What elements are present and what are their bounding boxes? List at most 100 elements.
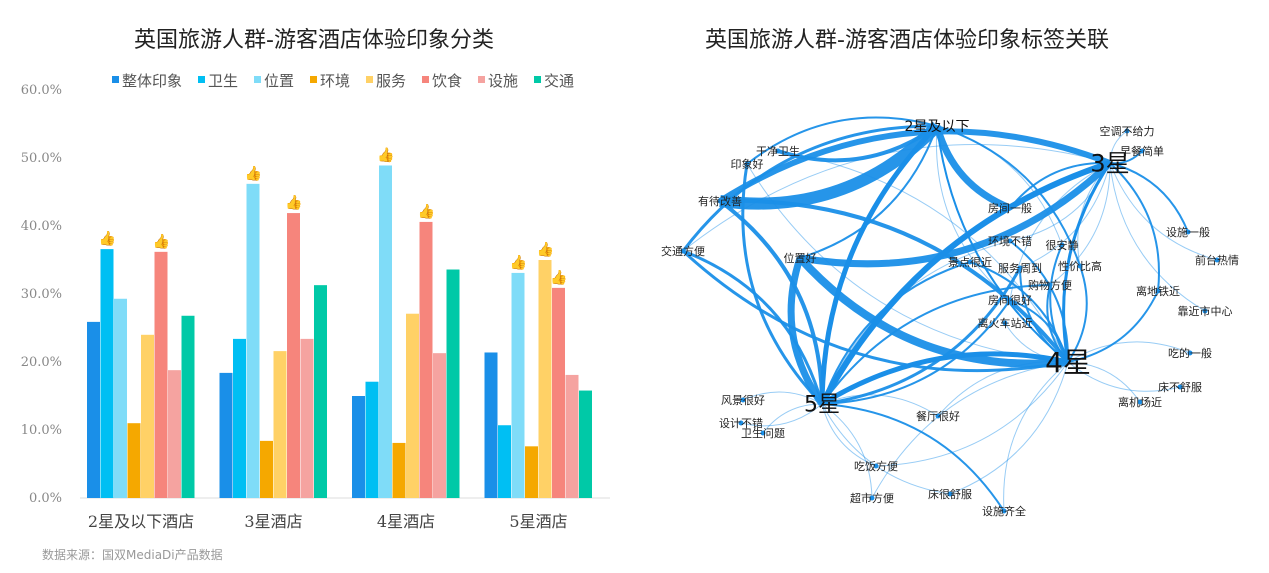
- legend-label: 饮食: [432, 72, 462, 90]
- network-node: [744, 161, 750, 167]
- legend-label: 卫生: [208, 72, 238, 90]
- bar-服务: [406, 313, 419, 498]
- thumbs-up-icon: 👍: [510, 254, 527, 271]
- bar-交通: [181, 315, 195, 498]
- network-node: [1007, 238, 1013, 244]
- bar-卫生: [100, 249, 114, 498]
- network-hub-label: 4星: [1045, 346, 1091, 379]
- network-node-label: 卫生问题: [741, 426, 785, 440]
- network-edge: [937, 361, 1069, 417]
- bar-整体印象: [484, 352, 498, 498]
- network-node: [740, 397, 746, 403]
- network-node-label: 风景很好: [721, 393, 765, 407]
- network-edge: [821, 394, 939, 417]
- legend-label: 交通: [544, 72, 574, 90]
- network-node: [1007, 205, 1013, 211]
- network-node: [1137, 399, 1143, 405]
- network-node: [797, 255, 803, 261]
- x-tick-label: 3星酒店: [244, 512, 302, 531]
- network-node: [1177, 384, 1183, 390]
- bar-位置: [379, 165, 392, 499]
- network-node: [1124, 128, 1130, 134]
- bar-设施: [433, 353, 446, 498]
- bar-环境: [127, 423, 141, 498]
- y-tick-label: 30.0%: [21, 287, 62, 302]
- network-node-label: 位置好: [784, 251, 817, 265]
- network-node-label: 很安静: [1046, 238, 1079, 252]
- network-node-label: 房间很好: [988, 293, 1032, 307]
- network-title: 英国旅游人群-游客酒店体验印象标签关联: [705, 28, 1109, 53]
- network-node-label: 离地铁近: [1136, 284, 1180, 298]
- network-node-label: 景点很近: [948, 255, 992, 269]
- legend-label: 整体印象: [122, 72, 182, 90]
- network-edge: [762, 403, 823, 434]
- network-edge: [682, 249, 824, 405]
- network-hub-label: 5星: [804, 393, 840, 418]
- network-node: [873, 463, 879, 469]
- bar-整体印象: [219, 372, 233, 498]
- network-node: [738, 420, 744, 426]
- y-tick-label: 20.0%: [21, 355, 62, 370]
- thumbs-up-icon: 👍: [418, 203, 435, 220]
- network-edge: [681, 249, 1069, 373]
- network-node-label: 干净卫生: [756, 144, 800, 158]
- network-node: [1059, 242, 1065, 248]
- network-edge: [935, 125, 1011, 301]
- network-edge: [871, 361, 1069, 499]
- y-tick-label: 50.0%: [21, 151, 62, 166]
- y-tick-label: 40.0%: [21, 219, 62, 234]
- network-node: [1155, 288, 1161, 294]
- bar-整体印象: [352, 396, 365, 498]
- thumbs-up-icon: 👍: [377, 146, 394, 163]
- network-edge: [936, 125, 1081, 267]
- network-edge: [746, 116, 938, 165]
- network-edge: [1077, 162, 1111, 267]
- network-node: [1047, 282, 1053, 288]
- network-node: [775, 148, 781, 154]
- network-edge: [821, 299, 1011, 405]
- thumbs-up-icon: 👍: [99, 230, 116, 247]
- network-edge: [1009, 240, 1070, 363]
- bar-位置: [114, 298, 127, 498]
- bar-卫生: [365, 381, 379, 498]
- data-source: 数据来源：国双MediaDi产品数据: [42, 548, 223, 562]
- network-edge: [719, 121, 942, 210]
- bar-环境: [392, 442, 406, 498]
- network-node-label: 离火车站近: [978, 316, 1033, 330]
- x-tick-label: 4星酒店: [377, 512, 435, 531]
- network-node: [1187, 350, 1193, 356]
- y-tick-label: 0.0%: [29, 491, 62, 506]
- network-edge: [797, 255, 1069, 368]
- bar-饮食: [287, 213, 300, 498]
- network-edge: [821, 403, 873, 499]
- network-edge: [718, 128, 1112, 204]
- bar-交通: [314, 285, 327, 498]
- network-node-label: 床不舒服: [1158, 380, 1202, 394]
- network-node-label: 床很舒服: [928, 487, 972, 501]
- network-edge: [1109, 162, 1189, 233]
- bar-设施: [565, 374, 579, 498]
- network-node-label: 吃饭方便: [854, 459, 898, 473]
- network-edge: [875, 361, 1069, 467]
- thumbs-up-icon: 👍: [245, 165, 262, 182]
- network-node: [1139, 148, 1145, 154]
- legend-label: 环境: [320, 72, 350, 90]
- network-edge: [1003, 361, 1069, 512]
- bar-交通: [579, 390, 592, 498]
- bar-环境: [260, 440, 273, 498]
- network-node: [1185, 229, 1191, 235]
- legend-swatch: [112, 76, 119, 83]
- network-node-label: 购物方便: [1028, 278, 1072, 292]
- network-node-label: 早餐简单: [1120, 144, 1164, 158]
- network-node: [869, 495, 875, 501]
- network-node: [760, 430, 766, 436]
- network-edge: [777, 150, 1069, 363]
- bar-整体印象: [87, 321, 100, 498]
- network-node-label: 印象好: [731, 157, 764, 171]
- network-node: [1001, 508, 1007, 514]
- y-tick-label: 60.0%: [21, 83, 62, 98]
- bar-设施: [168, 370, 181, 498]
- network-node-label: 设施齐全: [982, 504, 1026, 518]
- network-node: [947, 491, 953, 497]
